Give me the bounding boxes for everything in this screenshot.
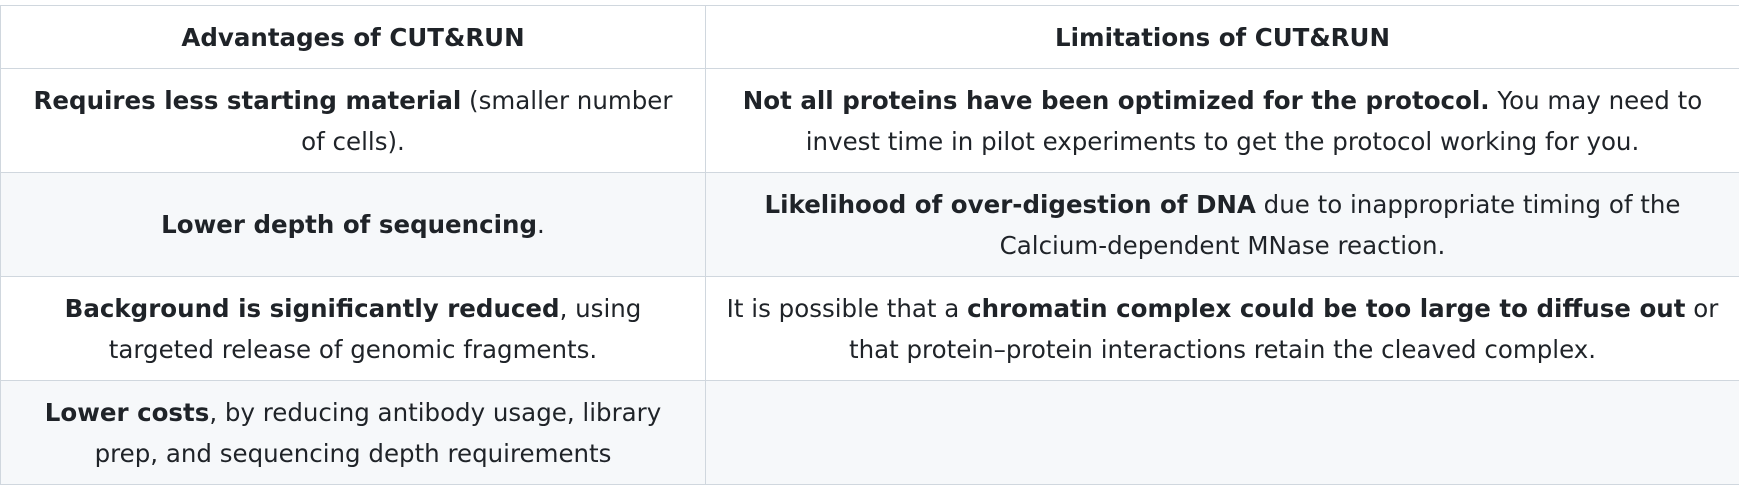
limitation-pre-text: It is possible that a [726, 293, 968, 323]
header-limitations: Limitations of CUT&RUN [705, 5, 1739, 69]
advantage-text: , by reducing antibody usage, library pr… [94, 397, 662, 468]
advantage-bold: Requires less starting material [33, 85, 462, 115]
advantage-cell: Lower costs, by reducing antibody usage,… [0, 380, 706, 485]
table-row: Background is significantly reduced, usi… [0, 276, 1739, 381]
comparison-table: Advantages of CUT&RUN Limitations of CUT… [0, 5, 1739, 485]
limitation-text: due to inappropriate timing of the Calci… [999, 189, 1681, 260]
limitation-cell-empty [705, 380, 1739, 485]
advantage-text: . [537, 210, 545, 239]
limitation-text: You may need to invest time in pilot exp… [805, 85, 1703, 156]
advantage-cell: Background is significantly reduced, usi… [0, 276, 706, 381]
header-advantages: Advantages of CUT&RUN [0, 5, 706, 69]
limitation-bold: Likelihood of over-digestion of DNA [764, 189, 1256, 219]
advantage-bold: Lower depth of sequencing [161, 210, 538, 239]
limitation-cell: Likelihood of over-digestion of DNA due … [705, 172, 1739, 277]
limitation-bold: chromatin complex could be too large to … [967, 293, 1686, 323]
limitation-bold: Not all proteins have been optimized for… [742, 85, 1490, 115]
table-row: Requires less starting material (smaller… [0, 68, 1739, 173]
table-row: Lower depth of sequencing. Likelihood of… [0, 172, 1739, 277]
limitation-cell: It is possible that a chromatin complex … [705, 276, 1739, 381]
advantage-bold: Background is significantly reduced [64, 293, 560, 323]
advantage-cell: Lower depth of sequencing. [0, 172, 706, 277]
table-row: Lower costs, by reducing antibody usage,… [0, 380, 1739, 485]
advantage-cell: Requires less starting material (smaller… [0, 68, 706, 173]
limitation-cell: Not all proteins have been optimized for… [705, 68, 1739, 173]
advantage-text: , using targeted release of genomic frag… [108, 293, 642, 364]
advantage-text: (smaller number of cells). [301, 85, 673, 156]
limitation-text: or that protein–protein interactions ret… [848, 293, 1719, 364]
table-header-row: Advantages of CUT&RUN Limitations of CUT… [0, 5, 1739, 69]
advantage-bold: Lower costs [44, 397, 210, 427]
